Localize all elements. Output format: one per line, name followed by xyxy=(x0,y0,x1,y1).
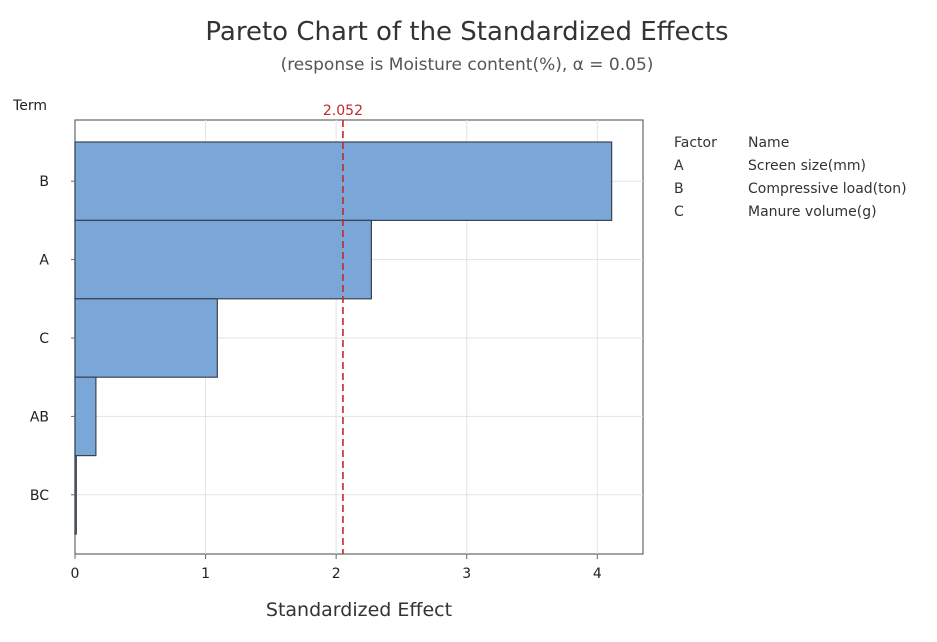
legend-factor-c: C xyxy=(674,204,684,220)
legend-header-name: Name xyxy=(748,135,789,151)
legend: Factor Name A Screen size(mm) B Compressive… xyxy=(674,135,907,220)
legend-factor-b: B xyxy=(674,181,684,197)
legend-name-b: Compressive load(ton) xyxy=(748,181,907,197)
legend-entries: A Screen size(mm) B Compressive load(ton) C M… xyxy=(674,158,907,220)
y-tick-label-bc: BC xyxy=(30,488,49,504)
chart-title: Pareto Chart of the Standardized Effects xyxy=(205,17,728,47)
legend-name-c: Manure volume(g) xyxy=(748,204,877,220)
bar-c xyxy=(74,298,218,378)
y-tick-label-ab: AB xyxy=(30,409,49,425)
reference-line-label: 2.052 xyxy=(323,103,363,119)
y-tick-labels: B A C AB BC xyxy=(30,174,75,504)
bar-ab xyxy=(74,376,97,457)
x-tick-label-1: 1 xyxy=(201,566,210,582)
bar-a xyxy=(74,219,373,300)
legend-factor-a: A xyxy=(674,158,684,174)
x-axis-label: Standardized Effect xyxy=(266,599,452,621)
x-tick-label-2: 2 xyxy=(332,566,341,582)
y-tick-label-b: B xyxy=(39,174,49,190)
legend-header-factor: Factor xyxy=(674,135,717,151)
x-tick-label-4: 4 xyxy=(593,566,602,582)
chart-subtitle: (response is Moisture content(%), α = 0.… xyxy=(281,55,654,75)
x-tick-labels: 0 1 2 3 4 xyxy=(71,554,602,582)
bar-bc xyxy=(74,455,77,535)
legend-name-a: Screen size(mm) xyxy=(748,158,866,174)
y-tick-label-c: C xyxy=(39,331,49,347)
y-axis-label: Term xyxy=(12,98,47,114)
reference-line-group: 2.052 xyxy=(323,103,363,554)
y-tick-label-a: A xyxy=(39,253,49,269)
x-tick-label-0: 0 xyxy=(71,566,80,582)
x-tick-label-3: 3 xyxy=(462,566,471,582)
